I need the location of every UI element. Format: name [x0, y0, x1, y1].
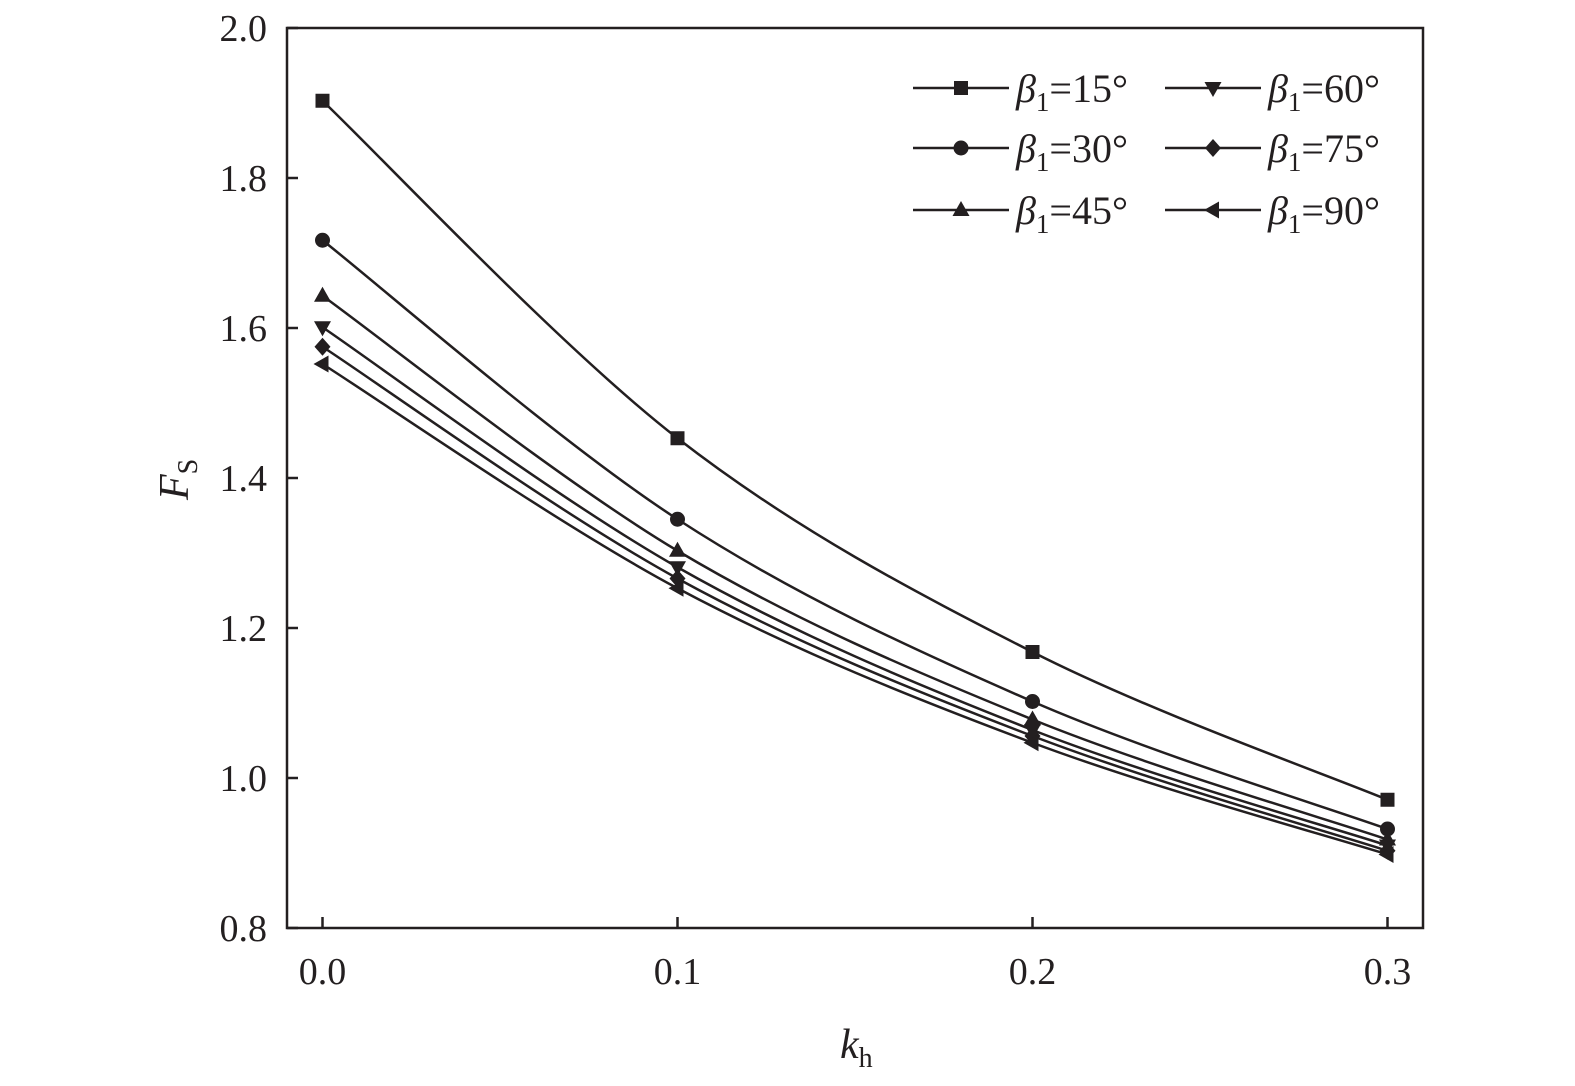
legend-label: β1=15°	[1015, 66, 1128, 117]
legend: β1=15°β1=30°β1=45°β1=60°β1=75°β1=90°	[913, 66, 1380, 239]
series-line	[321, 239, 1388, 831]
legend-marker	[1205, 139, 1221, 157]
legend-label-value: =45°	[1049, 188, 1128, 233]
plot-frame	[285, 26, 1425, 930]
series-lines	[313, 93, 1396, 863]
legend-label-subscript: 1	[1036, 209, 1050, 239]
data-point	[1380, 821, 1395, 837]
legend-marker	[954, 81, 968, 95]
legend-label-value: =90°	[1301, 188, 1380, 233]
series-line	[321, 326, 1388, 847]
axis-ticks: 0.0 0.1 0.2 0.3 0.8 1.0 1.2 1.4 1.6 1.8 2.0	[220, 8, 1412, 993]
data-point	[314, 321, 331, 337]
series-5	[314, 337, 1396, 860]
x-tick-label: 0.0	[299, 951, 347, 993]
legend-label: β1=60°	[1267, 66, 1380, 117]
legend-marker	[1204, 82, 1222, 97]
legend-label-symbol: β	[1267, 66, 1288, 111]
legend-label-symbol: β	[1015, 188, 1036, 233]
y-axis-label-subscript: S	[173, 459, 204, 475]
y-tick-label: 0.8	[220, 908, 268, 950]
series-6	[313, 355, 1394, 863]
legend-label-subscript: 1	[1036, 87, 1050, 117]
y-tick-label: 1.2	[220, 608, 268, 650]
data-point	[1023, 734, 1039, 752]
y-tick-label: 1.8	[220, 158, 268, 200]
legend-label-value: =75°	[1301, 126, 1380, 171]
data-point	[1378, 846, 1394, 863]
y-axis-label-main: F	[152, 474, 198, 501]
legend-label-subscript: 1	[1288, 87, 1302, 117]
legend-label-symbol: β	[1267, 126, 1288, 171]
data-point	[313, 355, 329, 373]
y-tick-label: 1.6	[220, 308, 268, 350]
legend-marker	[953, 140, 969, 156]
legend-label-symbol: β	[1267, 188, 1288, 233]
legend-item: β1=30°	[913, 126, 1128, 177]
series-line	[321, 99, 1388, 801]
legend-label: β1=75°	[1267, 126, 1380, 177]
x-tick-label: 0.2	[1009, 951, 1057, 993]
data-point	[1024, 710, 1041, 726]
data-point	[1380, 792, 1395, 807]
legend-label-subscript: 1	[1288, 209, 1302, 239]
legend-item: β1=60°	[1165, 66, 1380, 117]
legend-label: β1=45°	[1015, 188, 1128, 239]
data-point	[314, 337, 331, 356]
data-point	[670, 431, 685, 446]
legend-marker	[1204, 201, 1219, 219]
data-point	[314, 286, 331, 302]
data-point	[670, 511, 685, 527]
series-line	[321, 294, 1388, 841]
data-point	[1025, 645, 1040, 659]
x-axis-label: kh	[840, 1022, 873, 1074]
series-4	[314, 321, 1396, 855]
series-line	[321, 345, 1388, 852]
y-tick-label: 1.0	[220, 758, 268, 800]
series-line	[321, 362, 1388, 856]
series-2	[315, 232, 1395, 837]
legend-label-value: =30°	[1049, 126, 1128, 171]
data-point	[1025, 694, 1040, 709]
legend-label-symbol: β	[1015, 66, 1036, 111]
y-axis-label: FS	[152, 459, 204, 501]
y-tick-label: 2.0	[220, 8, 268, 50]
legend-item: β1=15°	[913, 66, 1128, 117]
legend-label-symbol: β	[1015, 126, 1036, 171]
legend-item: β1=45°	[913, 188, 1128, 239]
legend-marker	[952, 201, 970, 216]
x-axis-label-main: k	[840, 1022, 860, 1068]
data-point	[315, 232, 330, 248]
data-point	[315, 93, 330, 108]
axis-labels: kh FS	[152, 459, 873, 1074]
series-1	[315, 93, 1395, 807]
data-point	[668, 579, 684, 597]
x-tick-label: 0.3	[1364, 951, 1412, 993]
y-tick-label: 1.4	[220, 458, 268, 500]
legend-label-value: =60°	[1301, 66, 1380, 111]
series-3	[314, 286, 1396, 846]
legend-label-subscript: 1	[1036, 147, 1050, 177]
legend-item: β1=90°	[1165, 188, 1380, 239]
legend-item: β1=75°	[1165, 126, 1380, 177]
legend-label: β1=90°	[1267, 188, 1380, 239]
legend-label: β1=30°	[1015, 126, 1128, 177]
x-axis-label-subscript: h	[859, 1043, 873, 1074]
plot-area-border	[285, 26, 1425, 930]
x-tick-label: 0.1	[654, 951, 702, 993]
legend-label-subscript: 1	[1288, 147, 1302, 177]
data-point	[669, 541, 686, 557]
data-point	[669, 561, 686, 577]
legend-label-value: =15°	[1049, 66, 1128, 111]
